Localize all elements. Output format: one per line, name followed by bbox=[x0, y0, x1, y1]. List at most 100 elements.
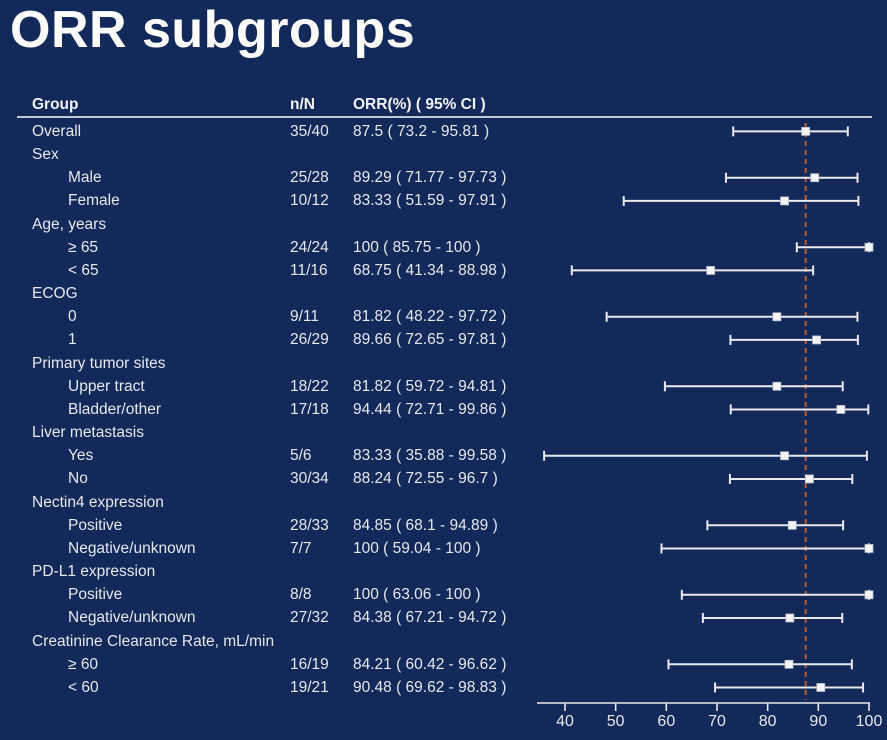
group-label: ≥ 65 bbox=[68, 238, 99, 256]
estimate-marker bbox=[780, 451, 789, 461]
estimate-marker bbox=[780, 196, 789, 206]
group-label: Sex bbox=[32, 146, 59, 164]
table-row: Positive 28/33 84.85 ( 68.1 - 94.89 ) bbox=[0, 514, 560, 537]
table-row-category: Liver metastasis bbox=[0, 421, 560, 444]
group-label: Bladder/other bbox=[68, 400, 162, 418]
group-label: Positive bbox=[68, 586, 123, 604]
group-label: Yes bbox=[68, 447, 94, 465]
orr-ci-value: 83.33 ( 35.88 - 99.58 ) bbox=[353, 447, 507, 465]
group-label: Age, years bbox=[32, 215, 107, 233]
n-over-N-value: 8/8 bbox=[290, 586, 312, 604]
estimate-marker bbox=[812, 335, 822, 345]
orr-ci-value: 81.82 ( 59.72 - 94.81 ) bbox=[353, 377, 507, 395]
orr-ci-value: 68.75 ( 41.34 - 88.98 ) bbox=[353, 261, 507, 279]
group-label: 0 bbox=[68, 308, 77, 326]
n-over-N-value: 25/28 bbox=[290, 169, 329, 187]
table-row: No 30/34 88.24 ( 72.55 - 96.7 ) bbox=[0, 467, 560, 490]
orr-ci-value: 100 ( 85.75 - 100 ) bbox=[353, 238, 481, 256]
n-over-N-value: 9/11 bbox=[290, 308, 320, 326]
table-row: Male 25/28 89.29 ( 71.77 - 97.73 ) bbox=[0, 166, 560, 189]
orr-ci-value: 100 ( 59.04 - 100 ) bbox=[353, 539, 481, 557]
orr-ci-value: 88.24 ( 72.55 - 96.7 ) bbox=[353, 470, 498, 488]
n-over-N-value: 17/18 bbox=[290, 400, 329, 418]
table-row: Negative/unknown 27/32 84.38 ( 67.21 - 94.… bbox=[0, 606, 560, 629]
orr-ci-value: 84.38 ( 67.21 - 94.72 ) bbox=[353, 609, 507, 627]
estimate-marker bbox=[816, 683, 826, 692]
estimate-marker bbox=[836, 405, 846, 414]
x-tick-label: 50 bbox=[607, 713, 625, 730]
estimate-marker bbox=[810, 173, 820, 183]
estimate-marker bbox=[772, 381, 782, 391]
x-tick-label: 60 bbox=[657, 713, 675, 730]
column-header-group: Group bbox=[32, 96, 79, 113]
group-label: PD-L1 expression bbox=[32, 563, 156, 581]
table-row: < 60 19/21 90.48 ( 69.62 - 98.83 ) bbox=[0, 676, 560, 699]
group-label: Female bbox=[68, 192, 120, 210]
table-row-category: ECOG bbox=[0, 282, 560, 305]
group-label: Positive bbox=[68, 516, 123, 534]
orr-ci-value: 83.33 ( 51.59 - 97.91 ) bbox=[353, 192, 507, 210]
estimate-marker bbox=[801, 127, 811, 136]
group-label: No bbox=[68, 470, 88, 488]
table-row: Overall 35/40 87.5 ( 73.2 - 95.81 ) bbox=[0, 120, 560, 143]
n-over-N-value: 30/34 bbox=[290, 470, 329, 488]
header-rule bbox=[17, 116, 872, 118]
x-tick-label: 90 bbox=[809, 713, 827, 730]
estimate-marker bbox=[787, 520, 797, 530]
n-over-N-value: 28/33 bbox=[290, 516, 329, 534]
table-row: Negative/unknown 7/7 100 ( 59.04 - 100 ) bbox=[0, 537, 560, 560]
group-label: 1 bbox=[68, 331, 77, 349]
table-row-category: Age, years bbox=[0, 213, 560, 236]
group-label: Creatinine Clearance Rate, mL/min bbox=[32, 632, 275, 650]
estimate-marker bbox=[772, 312, 782, 322]
estimate-marker bbox=[864, 590, 874, 600]
table-row: Upper tract 18/22 81.82 ( 59.72 - 94.81 ) bbox=[0, 375, 560, 398]
table-row: Bladder/other 17/18 94.44 ( 72.71 - 99.86 … bbox=[0, 398, 560, 421]
orr-ci-value: 89.66 ( 72.65 - 97.81 ) bbox=[353, 331, 507, 349]
group-label: < 60 bbox=[68, 678, 99, 696]
table-row: Positive 8/8 100 ( 63.06 - 100 ) bbox=[0, 583, 560, 606]
group-label: Upper tract bbox=[68, 377, 145, 395]
estimate-marker bbox=[864, 242, 874, 252]
orr-ci-value: 89.29 ( 71.77 - 97.73 ) bbox=[353, 169, 507, 187]
table-row-category: Sex bbox=[0, 143, 560, 166]
table-row: ≥ 60 16/19 84.21 ( 60.42 - 96.62 ) bbox=[0, 653, 560, 676]
table-row-category: Creatinine Clearance Rate, mL/min bbox=[0, 630, 560, 653]
group-label: Liver metastasis bbox=[32, 424, 144, 442]
group-label: Overall bbox=[32, 122, 82, 140]
table-row-category: Nectin4 expression bbox=[0, 491, 560, 514]
n-over-N-value: 7/7 bbox=[290, 539, 312, 557]
table-row: 1 26/29 89.66 ( 72.65 - 97.81 ) bbox=[0, 328, 560, 351]
orr-ci-value: 84.21 ( 60.42 - 96.62 ) bbox=[353, 655, 507, 673]
n-over-N-value: 16/19 bbox=[290, 655, 329, 673]
table-row-category: PD-L1 expression bbox=[0, 560, 560, 583]
group-label: Primary tumor sites bbox=[32, 354, 166, 372]
n-over-N-value: 26/29 bbox=[290, 331, 329, 349]
page-title: ORR subgroups bbox=[10, 1, 416, 59]
orr-ci-value: 100 ( 63.06 - 100 ) bbox=[353, 586, 481, 604]
column-header-n-N: n/N bbox=[290, 96, 315, 113]
table-row: Female 10/12 83.33 ( 51.59 - 97.91 ) bbox=[0, 189, 560, 212]
n-over-N-value: 35/40 bbox=[290, 122, 329, 140]
n-over-N-value: 10/12 bbox=[290, 192, 329, 210]
estimate-marker bbox=[784, 659, 794, 669]
table-row: < 65 11/16 68.75 ( 41.34 - 88.98 ) bbox=[0, 259, 560, 282]
x-tick-label: 40 bbox=[556, 713, 574, 730]
estimate-marker bbox=[706, 266, 716, 275]
n-over-N-value: 18/22 bbox=[290, 377, 329, 395]
table-row: Yes 5/6 83.33 ( 35.88 - 99.58 ) bbox=[0, 444, 560, 467]
n-over-N-value: 5/6 bbox=[290, 447, 312, 465]
group-label: Negative/unknown bbox=[68, 609, 196, 627]
table-row: 0 9/11 81.82 ( 48.22 - 97.72 ) bbox=[0, 305, 560, 328]
n-over-N-value: 27/32 bbox=[290, 609, 329, 627]
table-row-category: Primary tumor sites bbox=[0, 352, 560, 375]
group-label: Negative/unknown bbox=[68, 539, 196, 557]
orr-ci-value: 84.85 ( 68.1 - 94.89 ) bbox=[353, 516, 498, 534]
orr-ci-value: 94.44 ( 72.71 - 99.86 ) bbox=[353, 400, 507, 418]
x-tick-label: 100 bbox=[856, 713, 883, 730]
group-label: Nectin4 expression bbox=[32, 493, 164, 511]
estimate-marker bbox=[805, 474, 814, 484]
orr-ci-value: 81.82 ( 48.22 - 97.72 ) bbox=[353, 308, 507, 326]
group-label: Male bbox=[68, 169, 102, 187]
